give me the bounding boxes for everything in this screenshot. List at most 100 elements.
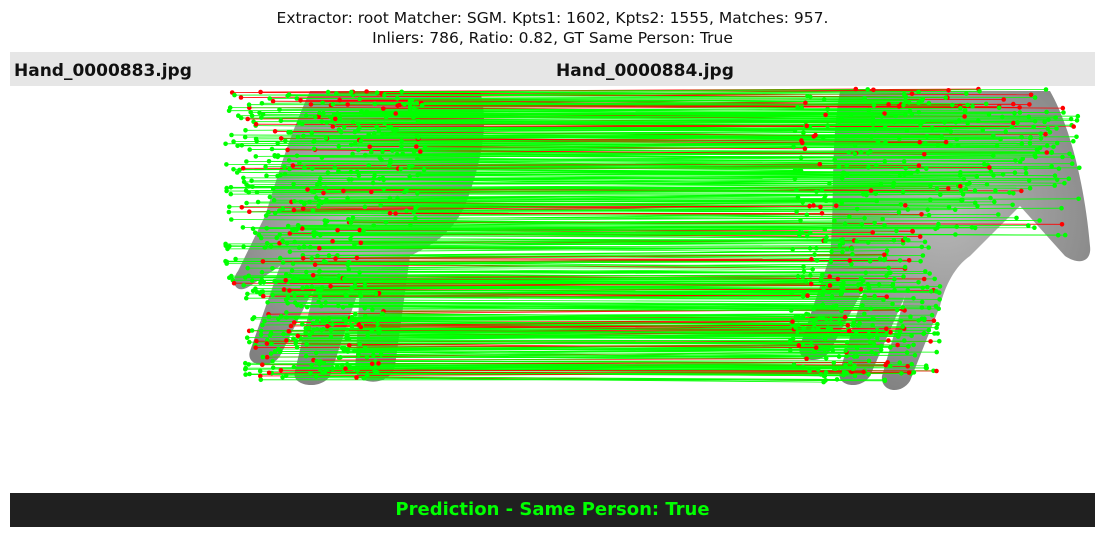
inlier-keypoint — [866, 335, 872, 340]
inlier-keypoint — [919, 98, 925, 103]
inlier-keypoint — [823, 198, 829, 203]
inlier-keypoint — [793, 325, 798, 330]
inlier-keypoint — [286, 158, 292, 163]
inlier-keypoint — [400, 151, 406, 157]
inlier-keypoint — [255, 199, 261, 205]
inlier-keypoint — [301, 133, 306, 139]
inlier-keypoint — [291, 336, 296, 341]
outlier-keypoint — [835, 276, 841, 282]
inlier-match-line — [311, 364, 840, 369]
inlier-keypoint — [270, 292, 276, 298]
inlier-keypoint — [800, 314, 806, 320]
inlier-keypoint — [285, 223, 291, 229]
inlier-keypoint — [814, 258, 820, 263]
inlier-keypoint — [371, 317, 377, 323]
inlier-keypoint — [303, 330, 308, 336]
inlier-keypoint — [950, 102, 955, 108]
outlier-keypoint — [987, 165, 992, 170]
inlier-match-line — [297, 304, 898, 311]
inlier-keypoint — [409, 98, 415, 103]
inlier-match-line — [381, 112, 1078, 117]
inlier-keypoint — [296, 245, 302, 250]
inlier-match-line — [301, 305, 842, 312]
inlier-keypoint — [901, 91, 907, 97]
outlier-keypoint — [238, 95, 244, 100]
inlier-keypoint — [906, 237, 911, 243]
inlier-keypoint — [379, 158, 384, 163]
inlier-keypoint — [1012, 170, 1018, 175]
inlier-keypoint — [380, 149, 385, 154]
inlier-keypoint — [340, 305, 346, 310]
outlier-keypoint — [288, 323, 294, 329]
outlier-keypoint — [367, 144, 373, 150]
inlier-keypoint — [792, 128, 798, 134]
inlier-keypoint — [1042, 119, 1047, 125]
inlier-keypoint — [942, 120, 947, 125]
prediction-banner: Prediction - Same Person: True — [10, 493, 1095, 527]
inlier-keypoint — [965, 120, 970, 126]
left-image-filename: Hand_0000883.jpg — [14, 61, 192, 81]
inlier-keypoint — [825, 333, 831, 338]
inlier-match-line — [339, 118, 1045, 123]
inlier-keypoint — [320, 100, 325, 106]
inlier-keypoint — [1038, 131, 1043, 136]
inlier-match-line — [283, 329, 929, 335]
inlier-keypoint — [888, 345, 893, 350]
inlier-keypoint — [821, 97, 827, 102]
inlier-keypoint — [800, 294, 806, 299]
inlier-keypoint — [818, 372, 823, 377]
outlier-keypoint — [278, 368, 284, 373]
inlier-keypoint — [243, 365, 248, 371]
outlier-keypoint — [931, 318, 937, 323]
outlier-keypoint — [1011, 101, 1016, 107]
inlier-keypoint — [352, 242, 357, 247]
inlier-keypoint — [239, 143, 245, 148]
outlier-keypoint — [254, 338, 259, 344]
inlier-keypoint — [859, 222, 865, 227]
inlier-keypoint — [824, 235, 829, 240]
inlier-keypoint — [801, 130, 806, 135]
inlier-keypoint — [810, 267, 815, 272]
outlier-keypoint — [1071, 124, 1076, 129]
inlier-keypoint — [249, 328, 255, 333]
inlier-keypoint — [365, 332, 371, 338]
inlier-match-line — [358, 354, 840, 358]
outlier-keypoint — [823, 112, 828, 118]
inlier-keypoint — [249, 278, 255, 283]
inlier-keypoint — [884, 248, 890, 253]
inlier-keypoint — [276, 316, 281, 322]
inlier-keypoint — [316, 269, 322, 274]
inlier-keypoint — [936, 221, 941, 227]
inlier-keypoint — [866, 107, 871, 113]
inlier-match-line — [410, 223, 846, 226]
inlier-keypoint — [310, 208, 316, 213]
inlier-match-line — [404, 100, 923, 105]
outlier-keypoint — [272, 129, 278, 134]
inlier-match-line — [287, 296, 884, 301]
inlier-keypoint — [902, 264, 908, 270]
inlier-keypoint — [901, 102, 906, 108]
inlier-keypoint — [270, 266, 275, 271]
inlier-keypoint — [871, 102, 877, 108]
outlier-keypoint — [928, 339, 933, 344]
outlier-keypoint — [369, 189, 374, 195]
inlier-keypoint — [354, 169, 360, 175]
inlier-keypoint — [386, 124, 391, 130]
inlier-keypoint — [371, 176, 377, 181]
inlier-keypoint — [1010, 202, 1015, 208]
inlier-keypoint — [1020, 156, 1026, 162]
inlier-keypoint — [382, 121, 387, 126]
inlier-keypoint — [986, 111, 992, 117]
inlier-keypoint — [311, 146, 317, 152]
inlier-keypoint — [848, 360, 853, 366]
inlier-keypoint — [260, 354, 266, 360]
outlier-keypoint — [330, 124, 336, 129]
outlier-keypoint — [903, 203, 908, 208]
inlier-keypoint — [331, 112, 337, 118]
inlier-keypoint — [866, 358, 872, 364]
outlier-match-line — [290, 321, 793, 327]
inlier-match-line — [229, 109, 869, 112]
inlier-keypoint — [356, 173, 362, 178]
inlier-keypoint — [839, 237, 844, 243]
inlier-keypoint — [820, 302, 826, 307]
